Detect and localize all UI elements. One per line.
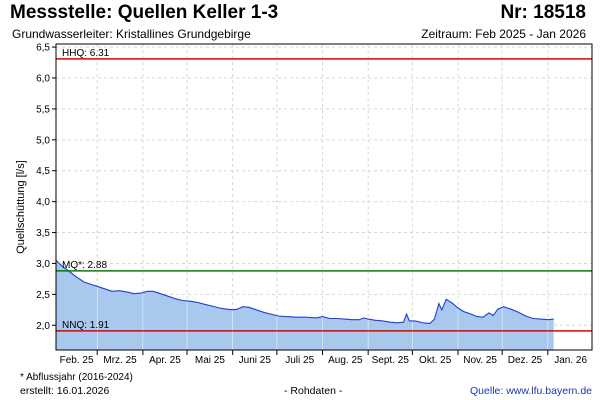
station-number: Nr: 18518 (500, 2, 586, 23)
chart-title: Messstelle: Quellen Keller 1-3 (10, 2, 279, 23)
y-axis-label: Quellschüttung [l/s] (15, 160, 27, 254)
x-tick-label: Dez. 25 (508, 355, 543, 366)
x-tick-label: Feb. 25 (60, 355, 94, 366)
x-tick-label: Juni 25 (239, 355, 272, 366)
y-tick-label: 5,0 (36, 135, 50, 146)
period-label: Zeitraum: Feb 2025 - Jan 2026 (421, 27, 586, 41)
reference-line-label: NNQ: 1.91 (62, 320, 110, 331)
created-date: erstellt: 16.01.2026 (20, 385, 110, 397)
series-line (55, 259, 554, 324)
y-tick-label: 5,5 (36, 104, 50, 115)
x-tick-label: Apr. 25 (149, 355, 181, 366)
grid (56, 44, 592, 350)
y-tick-label: 2,0 (36, 321, 50, 332)
y-axis: 2,0 2,5 3,0 3,5 4,0 4,5 5,0 5,5 6,0 6,5 (36, 43, 56, 332)
series-area-layer (55, 259, 554, 350)
plot-frame (55, 43, 593, 351)
y-tick-label: 2,5 (36, 290, 50, 301)
x-tick-label: Juli 25 (285, 355, 314, 366)
y-tick-label: 6,5 (36, 43, 50, 54)
x-tick-label: Okt. 25 (419, 355, 452, 366)
y-tick-label: 6,0 (36, 74, 50, 85)
source-link[interactable]: Quelle: www.lfu.bayern.de (470, 385, 592, 397)
x-tick-label: Jan. 26 (554, 355, 587, 366)
reference-lines: HHQ: 6.31 MQ*: 2.88 NNQ: 1.91 (56, 48, 592, 332)
x-tick-label: Mai 25 (195, 355, 225, 366)
reference-line-label: MQ*: 2.88 (62, 260, 107, 271)
rawdata-note: - Rohdaten - (284, 385, 343, 397)
x-tick-label: Mrz. 25 (103, 355, 137, 366)
y-tick-label: 4,5 (36, 166, 50, 177)
y-tick-label: 3,0 (36, 259, 50, 270)
reference-line-label: HHQ: 6.31 (62, 48, 110, 59)
x-tick-label: Aug. 25 (328, 355, 363, 366)
x-tick-label: Nov. 25 (463, 355, 497, 366)
footnote: * Abflussjahr (2016-2024) (20, 372, 133, 383)
y-tick-label: 4,0 (36, 197, 50, 208)
y-tick-label: 3,5 (36, 228, 50, 239)
series-area (56, 260, 554, 350)
x-tick-label: Sept. 25 (372, 355, 410, 366)
x-axis: Feb. 25 Mrz. 25 Apr. 25 Mai 25 Juni 25 Juli 2… (60, 350, 587, 366)
aquifer-subtitle: Grundwasserleiter: Kristallines Grundgeb… (12, 27, 251, 41)
